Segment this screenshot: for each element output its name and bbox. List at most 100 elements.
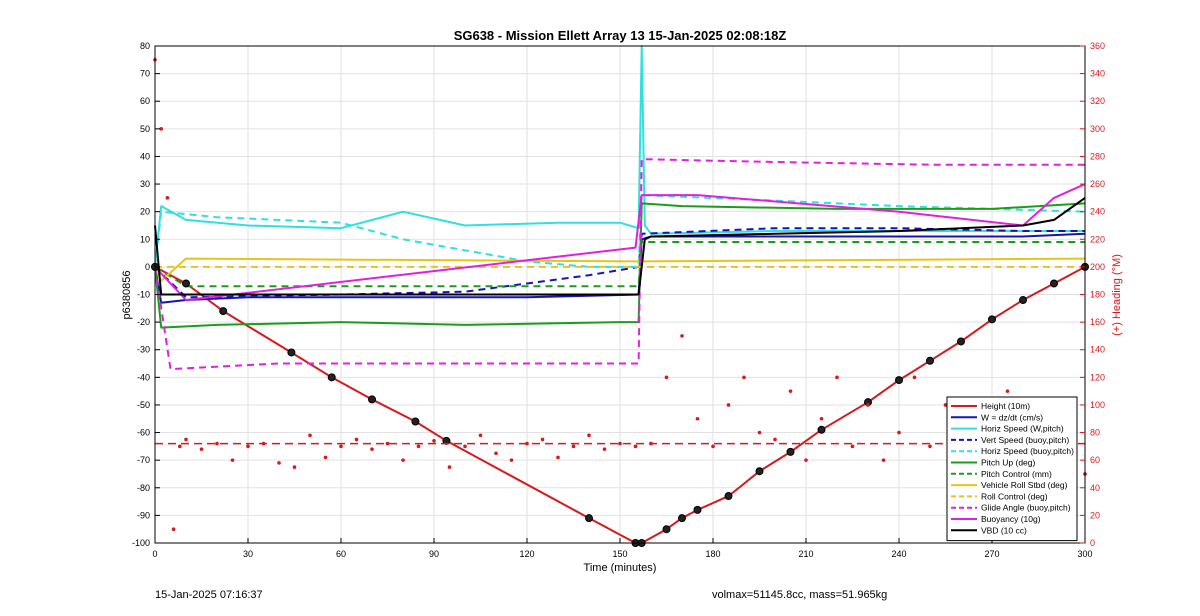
- heading-point: [215, 441, 219, 446]
- height-marker: [662, 525, 671, 534]
- x-tick-label: 210: [798, 549, 813, 559]
- x-tick-label: 0: [152, 549, 157, 559]
- heading-point: [463, 444, 467, 449]
- heading-point: [943, 403, 948, 407]
- y2-tick-label: 160: [1090, 317, 1105, 327]
- y2-tick-label: 200: [1090, 262, 1105, 272]
- y2-tick-label: 320: [1090, 96, 1105, 106]
- y-tick-label: 70: [140, 69, 150, 79]
- legend-label: Pitch Up (deg): [981, 458, 1035, 468]
- y2-tick-label: 100: [1090, 400, 1105, 410]
- y2-tick-label: 300: [1090, 124, 1105, 134]
- height-marker: [1050, 279, 1058, 288]
- y-tick-label: -40: [137, 372, 150, 382]
- legend: Height (10m)W = dz/dt (cm/s) Horiz Speed …: [946, 396, 1078, 542]
- heading-point: [804, 458, 808, 462]
- heading-point: [602, 447, 607, 451]
- heading-point: [866, 403, 870, 407]
- heading-point: [416, 444, 421, 449]
- legend-label: Height (10m): [981, 401, 1030, 411]
- footer-right-text: volmax=51145.8cc, mass=51.965kg: [712, 589, 887, 601]
- y2-tick-label: 280: [1090, 151, 1105, 161]
- y2-tick-label: 220: [1090, 234, 1105, 244]
- series-line-6: [154, 241, 1085, 288]
- y2-tick-label: 120: [1090, 372, 1105, 382]
- y-tick-label: -10: [137, 290, 150, 300]
- height-marker: [786, 447, 795, 456]
- heading-point: [230, 458, 235, 462]
- y2-tick-label: 340: [1090, 69, 1105, 79]
- height-marker: [817, 425, 826, 434]
- x-tick-label: 60: [336, 549, 346, 559]
- legend-label: Glide Angle (buoy,pitch): [981, 503, 1071, 513]
- axis-layer: 0 30 60 90 120 150 180 210 240 270 300-100-90-80-7…: [132, 41, 1105, 559]
- heading-point: [494, 451, 498, 456]
- height-marker: [957, 337, 965, 346]
- heading-point: [695, 416, 700, 421]
- y2-tick-label: 60: [1090, 455, 1100, 465]
- heading-point: [633, 444, 638, 449]
- y-tick-label: 80: [140, 41, 150, 51]
- height-marker: [327, 373, 336, 382]
- legend-label: Horiz Speed (W,pitch): [981, 424, 1064, 434]
- height-marker: [1019, 296, 1027, 305]
- x-tick-label: 180: [705, 549, 720, 559]
- y-tick-label: -100: [132, 538, 150, 548]
- heading-point: [385, 441, 390, 446]
- heading-point: [1005, 389, 1010, 393]
- y2-tick-label: 180: [1090, 290, 1105, 300]
- legend-label: Vert Speed (buoy,pitch): [981, 435, 1069, 445]
- height-marker: [755, 467, 764, 476]
- heading-point: [928, 444, 932, 449]
- y-tick-label: 0: [145, 262, 150, 272]
- y-tick-label: 50: [140, 124, 150, 134]
- legend-label: Roll Control (deg): [981, 491, 1048, 501]
- heading-point: [664, 375, 669, 380]
- heading-point: [171, 527, 176, 531]
- heading-point: [277, 461, 281, 465]
- heading-point: [742, 375, 746, 380]
- height-marker: [585, 514, 593, 523]
- heading-point: [478, 433, 483, 438]
- x-tick-label: 270: [984, 549, 999, 559]
- footer-left-text: 15-Jan-2025 07:16:37: [155, 589, 263, 601]
- heading-point: [178, 444, 182, 449]
- chart-title: SG638 - Mission Ellett Array 13 15-Jan-2…: [454, 28, 787, 43]
- y-tick-label: -60: [137, 428, 150, 438]
- y-tick-label: 20: [140, 207, 150, 217]
- x-tick-label: 90: [429, 549, 439, 559]
- heading-point: [835, 375, 839, 380]
- height-marker: [219, 307, 228, 316]
- height-marker: [368, 395, 376, 404]
- heading-point: [587, 433, 591, 438]
- y-tick-label: -90: [137, 510, 150, 520]
- x-tick-label: 300: [1077, 549, 1092, 559]
- height-marker: [895, 376, 903, 385]
- x-tick-label: 240: [891, 549, 906, 559]
- heading-point: [571, 444, 576, 449]
- y-tick-label: 30: [140, 179, 150, 189]
- y-tick-label: -80: [137, 483, 150, 493]
- height-marker: [678, 514, 686, 523]
- legend-label: Vehicle Roll Stbd (deg): [981, 480, 1068, 490]
- heading-point: [618, 441, 622, 446]
- heading-point: [680, 334, 684, 338]
- legend-label: VBD (10 cc): [981, 525, 1027, 535]
- legend-label: W = dz/dt (cm/s): [981, 412, 1043, 422]
- heading-point: [897, 430, 901, 435]
- heading-point: [447, 465, 452, 469]
- y-tick-label: 40: [140, 151, 150, 161]
- heading-point: [184, 437, 188, 442]
- heading-point: [165, 196, 170, 200]
- y-tick-label: -30: [137, 345, 150, 355]
- x-tick-label: 30: [243, 549, 253, 559]
- heading-point: [509, 458, 514, 462]
- height-marker: [988, 315, 996, 324]
- heading-point: [159, 127, 163, 131]
- height-marker: [411, 417, 420, 426]
- x-tick-label: 150: [612, 549, 627, 559]
- y-tick-label: 10: [140, 234, 150, 244]
- y2-tick-label: 260: [1090, 179, 1105, 189]
- series-line-0: [154, 266, 1086, 544]
